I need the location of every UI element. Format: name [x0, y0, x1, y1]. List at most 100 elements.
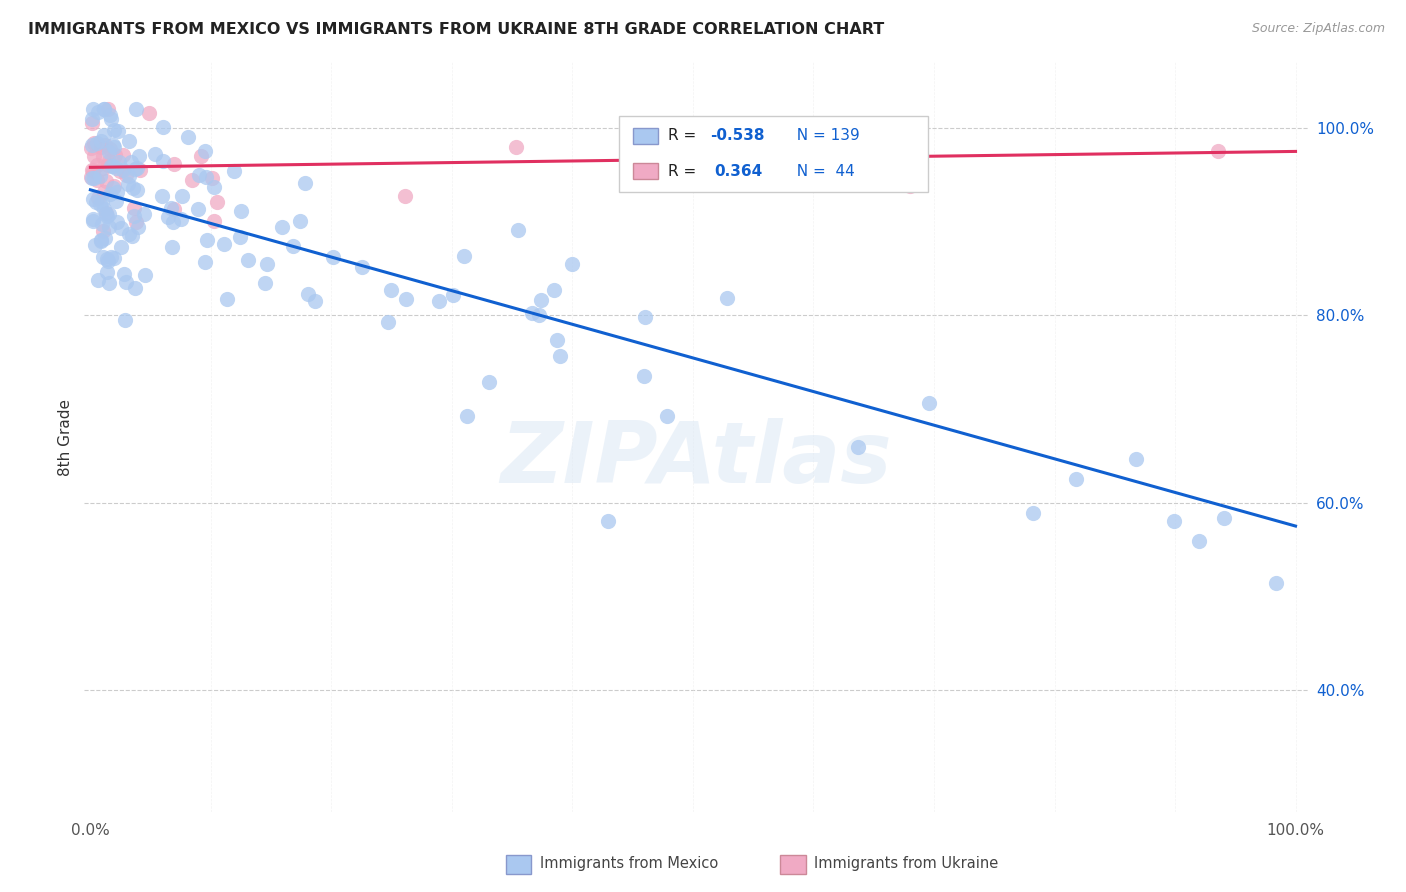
Point: [598, 515, 620, 529]
Point: [83, 136, 105, 151]
Point: [90, 140, 112, 154]
Point: [82, 192, 104, 206]
Point: [124, 201, 146, 215]
Point: [111, 162, 134, 177]
Text: -0.538: -0.538: [710, 128, 765, 143]
Point: [271, 219, 294, 234]
Point: [1265, 576, 1288, 591]
Point: [105, 161, 128, 175]
Point: [125, 102, 148, 116]
Text: Source: ZipAtlas.com: Source: ZipAtlas.com: [1251, 22, 1385, 36]
Point: [100, 250, 122, 264]
Point: [201, 170, 224, 185]
Point: [80, 116, 103, 130]
Point: [550, 349, 572, 363]
Point: [377, 315, 399, 329]
Point: [846, 440, 869, 454]
Point: [93, 202, 115, 217]
Point: [456, 409, 478, 423]
Point: [82, 211, 104, 226]
Point: [190, 148, 212, 162]
Point: [229, 230, 252, 244]
Point: [281, 239, 304, 253]
Point: [124, 281, 146, 295]
Point: [256, 257, 278, 271]
Point: [125, 183, 148, 197]
Point: [98, 142, 121, 156]
Point: [118, 227, 141, 242]
Point: [162, 215, 184, 229]
Point: [97, 276, 120, 290]
Text: Immigrants from Mexico: Immigrants from Mexico: [540, 856, 718, 871]
Point: [82, 164, 104, 178]
Point: [110, 239, 132, 253]
Point: [110, 220, 132, 235]
Point: [97, 207, 120, 221]
Point: [94, 206, 117, 220]
Point: [93, 161, 115, 175]
Point: [93, 128, 115, 142]
Point: [96, 207, 118, 221]
Point: [1213, 511, 1236, 525]
Point: [350, 260, 373, 274]
Point: [103, 140, 125, 154]
Point: [202, 180, 225, 194]
Point: [546, 333, 568, 347]
Point: [101, 181, 124, 195]
Point: [1125, 451, 1147, 466]
Point: [121, 229, 143, 244]
Point: [655, 409, 678, 423]
Point: [1064, 472, 1087, 486]
Point: [97, 219, 120, 234]
Text: R =: R =: [668, 164, 706, 178]
Point: [160, 201, 183, 215]
Point: [194, 255, 217, 269]
Point: [205, 194, 228, 209]
Point: [93, 102, 115, 116]
Point: [170, 211, 193, 226]
Point: [105, 185, 128, 199]
Point: [127, 220, 149, 235]
Point: [132, 207, 155, 221]
Point: [97, 253, 120, 268]
Point: [93, 102, 115, 116]
Point: [163, 157, 186, 171]
Point: [395, 292, 418, 306]
Point: [231, 204, 253, 219]
Point: [710, 124, 733, 138]
Point: [505, 140, 527, 154]
Point: [1208, 145, 1230, 159]
Point: [105, 194, 128, 208]
Point: [86, 273, 108, 287]
Point: [100, 112, 122, 127]
Point: [83, 149, 105, 163]
Point: [212, 237, 235, 252]
Point: [1163, 514, 1185, 528]
Point: [112, 267, 135, 281]
Point: [170, 189, 193, 203]
Point: [97, 158, 120, 172]
Point: [143, 146, 166, 161]
Point: [120, 154, 142, 169]
Point: [105, 215, 128, 229]
Point: [891, 153, 914, 168]
Text: ZIPAtlas: ZIPAtlas: [501, 418, 891, 501]
Point: [87, 191, 110, 205]
Point: [82, 137, 104, 152]
Point: [180, 172, 202, 186]
Point: [453, 249, 475, 263]
Point: [89, 169, 111, 184]
Point: [117, 177, 139, 191]
Point: [124, 209, 146, 223]
Point: [90, 235, 112, 249]
Point: [441, 288, 464, 302]
Point: [394, 188, 416, 202]
Point: [918, 395, 941, 409]
Point: [152, 120, 174, 135]
Point: [94, 231, 117, 245]
Point: [114, 312, 136, 326]
Point: [163, 202, 186, 216]
Point: [100, 159, 122, 173]
Point: [215, 293, 238, 307]
Point: [427, 293, 450, 308]
